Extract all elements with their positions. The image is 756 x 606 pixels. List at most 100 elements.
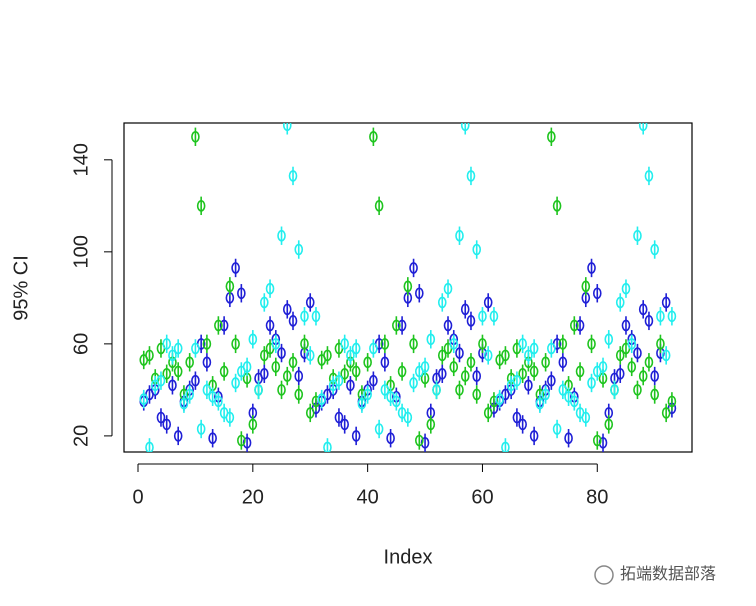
point — [380, 384, 390, 396]
point — [472, 243, 482, 256]
point — [317, 393, 327, 405]
point — [638, 370, 648, 382]
point — [248, 333, 258, 346]
point — [139, 393, 149, 405]
point — [472, 388, 482, 401]
point — [535, 397, 545, 410]
point — [265, 319, 275, 332]
point — [437, 296, 447, 309]
point — [466, 315, 476, 327]
point — [501, 441, 510, 452]
point — [575, 319, 585, 332]
point — [277, 384, 286, 396]
point — [524, 379, 533, 392]
point — [512, 374, 522, 387]
point — [518, 338, 527, 350]
point — [242, 361, 252, 373]
point — [415, 434, 424, 447]
point — [610, 384, 619, 396]
point — [242, 436, 252, 449]
point — [351, 342, 361, 355]
point — [587, 262, 596, 274]
point — [489, 395, 499, 408]
point — [231, 262, 240, 274]
point — [437, 349, 447, 362]
point — [392, 319, 401, 332]
point — [449, 338, 459, 350]
point — [633, 229, 642, 242]
x-tick-label: 80 — [586, 486, 608, 508]
point — [455, 229, 464, 242]
point — [638, 303, 648, 316]
point — [300, 338, 309, 350]
point — [524, 349, 533, 362]
point — [294, 243, 304, 256]
point — [478, 310, 487, 323]
point — [541, 356, 550, 369]
point — [598, 436, 608, 449]
point — [449, 361, 459, 373]
point — [650, 370, 659, 382]
point — [277, 229, 286, 242]
point — [156, 374, 166, 387]
point — [294, 388, 304, 401]
point — [214, 319, 223, 332]
point — [196, 200, 206, 212]
point — [575, 365, 585, 378]
x-tick-label: 20 — [242, 486, 264, 508]
point — [196, 423, 206, 435]
point — [460, 303, 470, 316]
point — [541, 388, 550, 401]
point — [443, 282, 453, 295]
point — [592, 434, 602, 447]
point — [380, 356, 390, 369]
point — [231, 338, 240, 350]
point — [168, 379, 177, 392]
point — [529, 430, 539, 442]
x-tick-label: 0 — [132, 486, 143, 508]
point — [661, 296, 671, 309]
point — [426, 418, 436, 431]
point — [202, 338, 212, 350]
point — [305, 349, 315, 362]
point — [558, 356, 568, 369]
point — [518, 418, 527, 431]
point — [357, 397, 367, 410]
point — [179, 397, 189, 410]
point — [472, 370, 482, 382]
point — [615, 367, 625, 380]
plot-area — [139, 123, 677, 452]
point — [495, 393, 504, 405]
point — [237, 287, 246, 300]
point — [311, 310, 321, 323]
point — [409, 338, 418, 350]
point — [581, 280, 591, 293]
point — [644, 170, 654, 182]
point — [162, 367, 172, 380]
point — [570, 319, 579, 332]
point — [518, 367, 527, 380]
point — [512, 411, 522, 424]
point — [547, 374, 556, 387]
point — [202, 356, 212, 369]
point — [552, 423, 562, 435]
x-axis-label: Index — [384, 546, 433, 568]
point — [483, 407, 493, 419]
point — [231, 377, 240, 389]
point — [644, 315, 654, 327]
point — [168, 349, 177, 362]
point — [288, 170, 298, 182]
point — [334, 411, 344, 424]
point — [392, 395, 401, 408]
point — [260, 349, 269, 362]
point — [409, 377, 418, 389]
point — [420, 436, 430, 449]
point — [615, 349, 625, 362]
point — [300, 310, 309, 323]
point — [288, 356, 298, 369]
point — [208, 432, 217, 444]
point — [305, 407, 315, 419]
point — [420, 361, 430, 373]
point — [558, 338, 568, 350]
point — [340, 338, 349, 350]
